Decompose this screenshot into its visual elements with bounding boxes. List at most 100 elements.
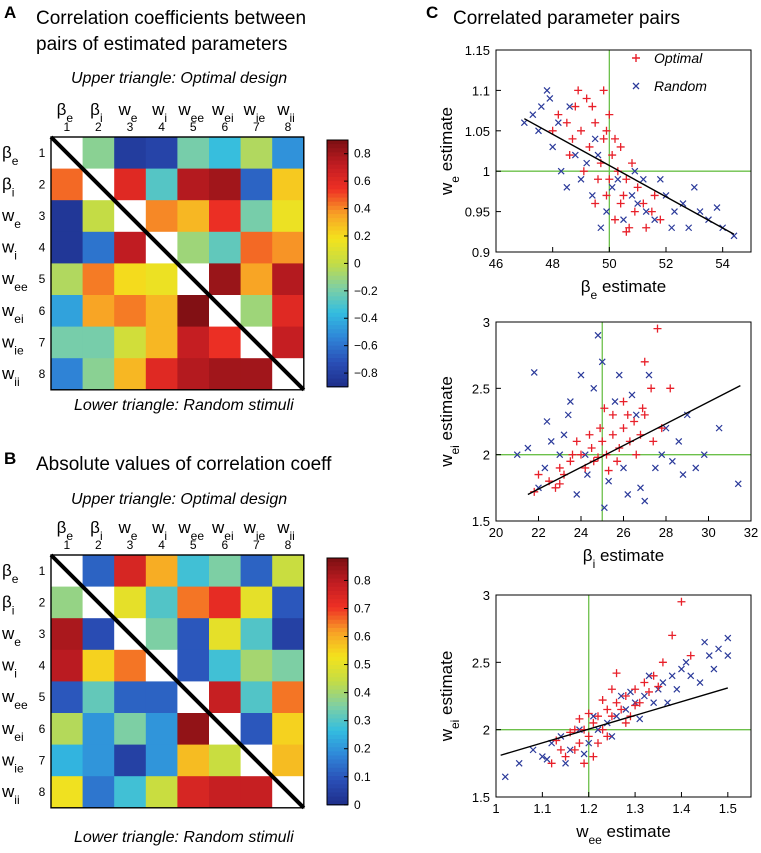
heatmap-cell [51,681,83,714]
heatmap-cell [82,137,115,169]
optimal-point [566,457,575,466]
heatmap-cell [114,263,147,296]
heatmap-cell [209,744,241,777]
colorbar-segment [327,374,348,380]
random-point [563,183,571,191]
colorbar-segment [327,800,348,806]
random-point [687,672,695,680]
random-point [724,634,732,642]
colorbar-segment [327,660,348,666]
scatter-plot-3: 1 1.1 1.2 1.3 1.4 1.5 1.5 2 2.5 3 wee estimate wei … [437,588,752,847]
heatmap-cell [51,713,83,745]
heatmap-cell [272,586,305,619]
heatmap-cell [272,263,305,296]
heatmap-cell [114,776,147,809]
optimal-point [585,430,594,439]
row-number: 2 [39,595,46,609]
heatmap-cell [145,137,178,169]
optimal-point [658,658,667,667]
colorbar-segment [327,755,348,761]
y-tick-label: 0.9 [472,245,490,260]
optimal-point [598,696,607,705]
random-point [631,167,639,175]
colorbar-segment [327,362,348,367]
random-point [564,411,572,419]
colorbar-segment [327,743,348,748]
random-point [701,638,709,646]
colorbar-segment [327,722,348,728]
optimal-point [561,752,570,761]
colorbar-segment [327,586,348,592]
panel-b-letter: B [4,449,16,468]
heatmap-b: βe1βe1βi2βi2we3we3wi4wi4wee5wee5wei6wei6… [1,518,371,812]
colorbar-segment [327,140,348,145]
random-point [577,371,585,379]
heatmap-cell [240,776,273,809]
random-point [566,398,574,406]
diagonal-line [49,135,306,392]
optimal-point [603,705,612,714]
heatmap-cell [145,200,178,233]
colorbar-tick-label: −0.6 [354,339,378,353]
optimal-point [617,705,626,714]
optimal-point [633,183,642,192]
colorbar-segment [327,636,348,641]
heatmap-cell [177,168,210,201]
y-tick-label: 2 [483,723,490,738]
colorbar-tick-label: 0.1 [354,770,371,784]
plot-frame [495,49,752,253]
colorbar-segment [327,738,348,744]
heatmap-cell [177,586,210,619]
heatmap-cell [145,713,178,745]
optimal-point [666,384,675,393]
optimal-point [642,223,651,232]
random-point [566,103,574,110]
optimal-point [577,450,585,459]
colorbar-segment [327,747,348,752]
optimal-point [639,199,648,208]
colorbar-segment [327,205,348,211]
colorbar-tick-label: 0.3 [354,714,371,728]
x-tick-label: 30 [701,525,715,540]
colorbar-segment [327,234,348,240]
random-point [683,411,691,419]
optimal-point [582,94,591,103]
heatmap-cell [51,776,83,809]
row-label-i: wi [1,656,17,681]
heatmap-cell [145,168,178,201]
row-label-ei: wei [1,719,24,744]
colorbar-tick-label: 0.7 [354,601,371,615]
colorbar-segment [327,172,348,178]
random-point [608,183,616,191]
random-point [513,451,521,459]
heatmap-cell [114,168,147,201]
heatmap-cell [82,776,115,809]
colorbar-segment [327,669,348,674]
heatmap-cell [51,744,83,777]
heatmap-cell [209,326,241,359]
colorbar-segment [327,197,348,203]
colorbar-segment [327,292,348,297]
optimal-point [584,709,593,718]
row-number: 7 [39,753,46,767]
row-label-i: wi [1,238,17,263]
heatmap-cell [177,776,210,809]
col-number: 7 [253,120,260,134]
panel-a-lower-caption: Lower triangle: Random stimuli [74,397,294,414]
random-point [566,746,574,754]
col-number: 6 [221,538,228,552]
colorbar-segment [327,156,348,162]
random-point [557,167,565,175]
y-axis-label: wei estimate [437,651,462,743]
optimal-point [594,712,602,721]
colorbar-tick-label: 0.4 [354,202,371,216]
heatmap-a: βe1βe1βi2βi2we3we3wi4wi4wee5wee5wei6wei6… [1,100,378,392]
optimal-point [577,126,585,135]
random-point [515,759,523,767]
col-label-e: βe [57,100,74,125]
heatmap-cell [82,358,115,391]
heatmap-cell [82,618,115,651]
colorbar-tick-label: 0.5 [354,658,371,672]
y-tick-label: 1.1 [472,83,490,98]
panel-a-title-line1: Correlation coefficients between [36,8,306,29]
